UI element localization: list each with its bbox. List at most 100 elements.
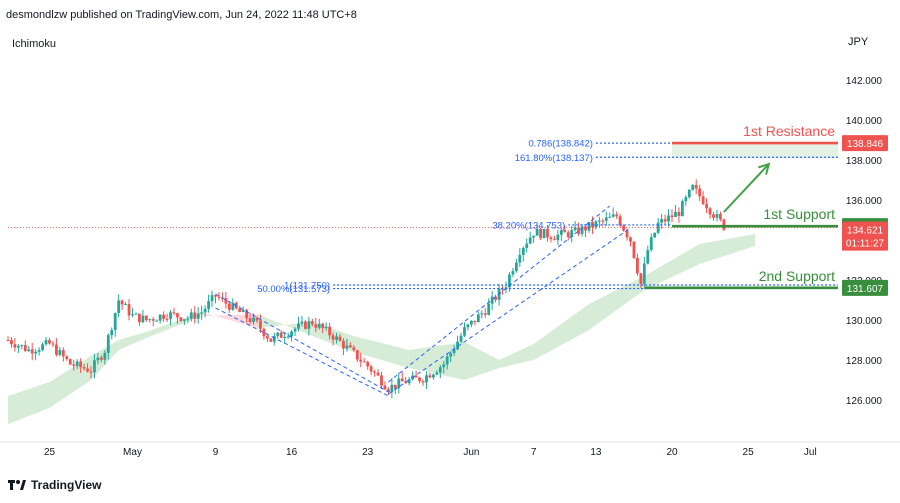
cloud-segment [533, 304, 589, 360]
candle-body [542, 229, 546, 239]
candle-body [362, 361, 366, 363]
candle-body [559, 230, 563, 235]
candle-body [238, 308, 242, 313]
candle-body [483, 313, 487, 315]
candle-body [691, 185, 695, 190]
candle-body [290, 331, 293, 337]
candle-body [51, 343, 55, 345]
candle-body [670, 215, 674, 218]
candle-body [694, 185, 698, 189]
candle-body [511, 271, 515, 275]
candle-body [556, 234, 560, 241]
candle-body [684, 197, 688, 202]
candle-body [342, 340, 345, 349]
candle-body [79, 361, 83, 368]
candle-body [535, 228, 539, 236]
candle-body [214, 295, 217, 297]
candle-body [549, 237, 553, 240]
candle-body [245, 310, 249, 319]
x-tick-label: 16 [286, 447, 298, 458]
cloud-segment [8, 382, 50, 424]
candle-body [722, 219, 726, 230]
publish-info: desmondlzw published on TradingView.com,… [6, 9, 357, 21]
cloud-segment [644, 244, 700, 290]
level-label: 1st Resistance [743, 123, 835, 139]
current-price-badge-text: 134.621 [847, 226, 884, 237]
candle-body [622, 225, 625, 231]
candle-body [262, 328, 266, 337]
cloud-segment [464, 342, 500, 380]
candle-body [570, 230, 574, 238]
candle-body [587, 222, 591, 231]
candle-body [573, 227, 577, 231]
candle-body [134, 313, 138, 315]
candle-body [103, 352, 107, 360]
candle-body [380, 375, 383, 386]
candle-body [224, 298, 228, 304]
candle-body [34, 351, 38, 354]
falling-channel-upper [215, 293, 389, 393]
candle-body [293, 328, 297, 332]
candle-body [89, 371, 93, 373]
x-tick-label: 9 [213, 447, 219, 458]
candle-body [158, 314, 162, 321]
level-price-badge-text: 138.846 [847, 139, 884, 150]
candle-body [521, 248, 525, 255]
candle-body [314, 324, 318, 328]
tradingview-logo-icon [8, 480, 26, 490]
candle-body [117, 300, 121, 314]
candle-body [490, 296, 494, 304]
candle-body [376, 372, 380, 376]
candle-body [217, 296, 221, 298]
target-arrow-head [758, 162, 771, 175]
candle-body [438, 367, 442, 373]
candle-body [553, 239, 556, 241]
candle-body [30, 349, 34, 354]
candle-body [16, 345, 20, 348]
level-price-badge-text: 131.607 [847, 284, 884, 295]
candle-body [338, 336, 342, 341]
candle-body [231, 302, 235, 310]
x-tick-label: May [123, 447, 142, 458]
candle-body [255, 317, 259, 321]
candle-body [279, 332, 283, 338]
candle-body [155, 320, 159, 322]
candle-body [663, 219, 667, 222]
candle-body [532, 235, 536, 238]
candle-body [20, 345, 24, 347]
candle-body [528, 237, 532, 244]
candle-body [400, 378, 404, 382]
candle-body [667, 215, 670, 222]
cloud-segment [699, 234, 755, 264]
candle-body [269, 338, 273, 342]
candle-body [712, 214, 715, 218]
candle-body [44, 340, 48, 345]
candle-body [404, 381, 408, 384]
candle-body [625, 230, 629, 238]
y-tick-label: 128.000 [846, 356, 883, 367]
candle-body [172, 312, 176, 314]
indicator-label[interactable]: Ichimoku [12, 38, 57, 50]
candle-body [566, 232, 570, 238]
candle-body [200, 312, 204, 314]
candle-body [283, 337, 287, 339]
candle-body [286, 336, 290, 338]
candle-body [435, 372, 439, 375]
fib-label: 0.786(138.842) [528, 139, 592, 150]
candle-body [61, 350, 65, 357]
candle-body [705, 204, 708, 209]
candle-body [466, 324, 470, 328]
candle-body [421, 381, 425, 383]
candle-body [106, 335, 110, 353]
candle-body [632, 241, 636, 258]
candle-body [345, 345, 349, 349]
candle-body [169, 312, 172, 319]
candle-body [272, 335, 276, 342]
y-tick-label: 126.000 [846, 396, 883, 407]
candle-body [476, 314, 480, 323]
y-tick-label: 138.000 [846, 156, 883, 167]
candle-body [324, 326, 328, 329]
candle-body [636, 257, 639, 274]
candle-body [473, 320, 477, 323]
